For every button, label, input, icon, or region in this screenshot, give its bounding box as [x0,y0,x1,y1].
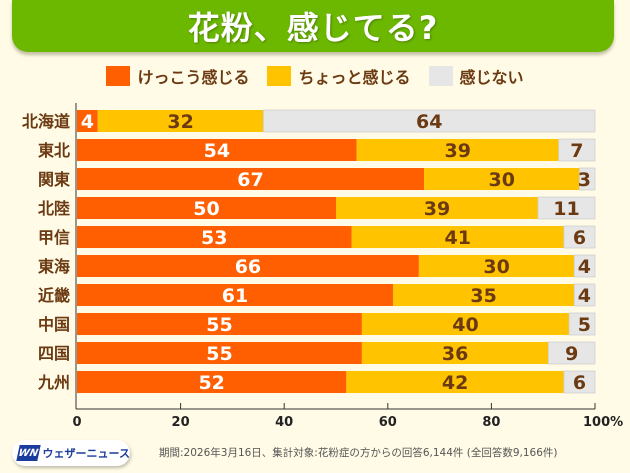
legend-item-none: 感じない [428,64,524,88]
data-label: 30 [489,169,515,191]
data-label: 40 [452,314,478,336]
survey-note: 期間:2026年3月16日、集計対象:花粉症の方からの回答6,144件 (全回答… [159,447,558,459]
x-tick-label: 20 [172,415,190,430]
data-label: 6 [573,227,586,249]
bar-segment [97,110,264,132]
bar-segment [77,168,425,190]
legend-swatch-slight [267,66,292,86]
data-label: 5 [578,314,591,336]
legend-label-slight: ちょっと感じる [298,68,411,87]
data-label: 39 [424,198,450,220]
x-tick-label: 80 [482,415,500,430]
bar-segment [573,254,596,278]
legend-label-none: 感じない [459,68,524,87]
x-tick-label: 60 [379,415,397,430]
data-label: 7 [570,140,583,162]
data-label: 11 [553,198,579,220]
bar-segment [346,371,564,393]
category-label: 北陸 [38,199,70,218]
x-tick-label: 100% [583,415,623,430]
bar-segment [263,109,596,133]
chart-legend: けっこう感じる ちょっと感じる 感じない [0,64,630,88]
logo-text: ウェザーニュース [42,447,130,460]
data-label: 4 [81,111,94,133]
data-label: 55 [206,314,232,336]
data-label: 4 [578,256,591,278]
bar-segment [418,255,575,277]
bar-segment [351,226,564,248]
bar-segment [573,283,596,307]
data-label: 41 [445,227,471,249]
category-label: 近畿 [38,286,70,305]
category-label: 北海道 [22,112,70,131]
category-label: 四国 [38,344,70,363]
logo-mark: WN [16,445,41,461]
x-tick-label: 0 [72,415,81,430]
page-title: 花粉、感じてる? [187,9,439,47]
title-banner: 花粉、感じてる? [12,0,614,52]
data-label: 6 [573,372,586,394]
bar-segment [77,197,336,219]
data-label: 32 [167,111,193,133]
bar-segment [77,226,352,248]
data-label: 53 [201,227,227,249]
bar-segment [77,110,98,132]
bar-segment [77,371,347,393]
category-label: 関東 [38,170,70,189]
category-label: 九州 [37,373,70,392]
data-label: 39 [445,140,471,162]
bar-segment [392,284,575,306]
data-label: 30 [483,256,509,278]
data-label: 3 [578,169,591,191]
data-label: 66 [235,256,261,278]
weathernews-logo: WN ウェザーニュース [12,440,130,466]
bar-segment [563,225,596,249]
category-label: 東北 [38,141,70,160]
bar-segment [361,313,570,335]
bar-segment [77,255,419,277]
data-label: 55 [206,343,232,365]
bar-segment [563,370,596,394]
legend-item-strong: けっこう感じる [106,64,249,88]
x-tick-label: 40 [275,415,293,430]
bar-segment [547,341,596,365]
data-label: 4 [578,285,591,307]
category-label: 東海 [38,257,70,276]
bar-segment [77,313,362,335]
data-label: 61 [222,285,248,307]
bar-segment [77,342,362,364]
data-label: 36 [442,343,468,365]
data-label: 52 [198,372,224,394]
bar-segment [537,196,596,220]
bar-segment [336,197,539,219]
bar-segment [77,284,393,306]
data-label: 64 [416,111,442,133]
data-label: 50 [193,198,219,220]
bar-segment [558,138,596,162]
legend-label-strong: けっこう感じる [137,68,250,87]
data-label: 54 [204,140,230,162]
bar-segment [424,168,580,190]
bar-segment [361,342,549,364]
data-label: 35 [470,285,496,307]
category-label: 中国 [38,315,70,334]
data-label: 9 [565,343,578,365]
bar-segment [356,139,559,161]
bar-segment [568,312,596,336]
bar-segment [579,167,596,191]
data-label: 67 [237,169,263,191]
data-label: 42 [442,372,468,394]
legend-item-slight: ちょっと感じる [267,64,411,88]
legend-swatch-none [428,66,453,86]
category-label: 甲信 [38,228,70,247]
bar-segment [77,139,357,161]
legend-swatch-strong [106,66,131,86]
